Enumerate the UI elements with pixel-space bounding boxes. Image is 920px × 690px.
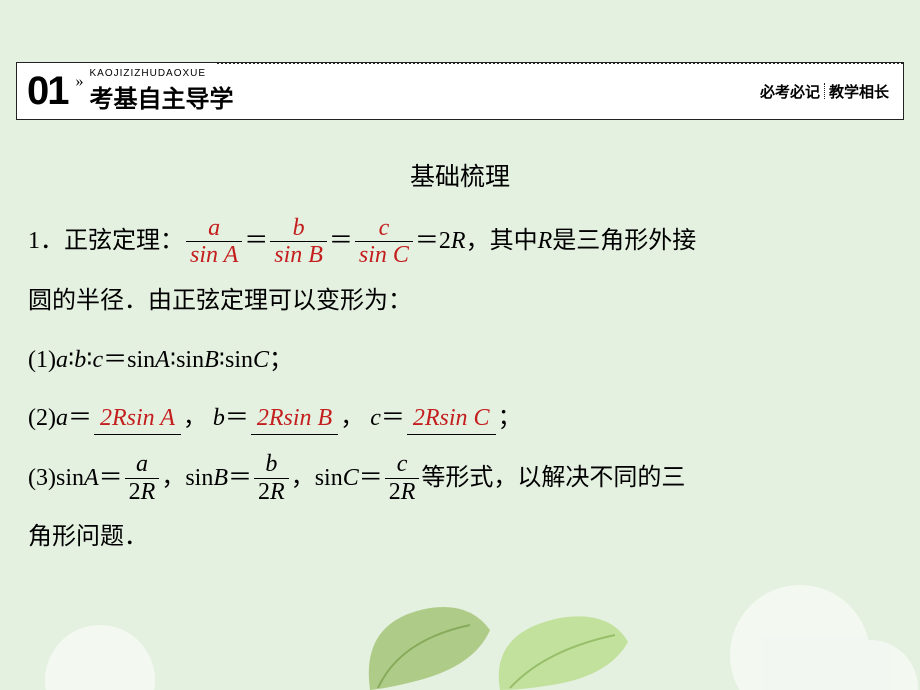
- eq-sign: ＝: [329, 215, 353, 268]
- frac-a-sina: a sin A: [186, 215, 242, 269]
- theorem-line-1: 1．正弦定理： a sin A ＝ b sin B ＝ c sin C ＝2R，…: [28, 215, 892, 269]
- var-r: R: [451, 215, 466, 268]
- eq: ＝: [228, 452, 252, 505]
- eq: ＝: [68, 392, 92, 445]
- eq: ＝: [225, 392, 249, 445]
- header-tag-b: 教学相长: [829, 81, 889, 102]
- header-dotted-rule: [217, 62, 903, 64]
- frac-c-sinc: c sin C: [355, 215, 413, 269]
- text: ，其中: [466, 215, 538, 268]
- colon-text: ∶sin: [170, 334, 204, 387]
- frac-den: 2R: [254, 479, 289, 505]
- var-big-b: B: [213, 452, 228, 505]
- var-r: R: [538, 215, 553, 268]
- comma: ，: [340, 392, 364, 445]
- frac-den: sin B: [270, 242, 327, 268]
- comma-text: ，sin: [291, 452, 343, 505]
- section-number: 01: [27, 69, 68, 114]
- item-1: (1)a∶b∶c＝sin A∶sin B∶sin C；: [28, 334, 892, 387]
- var-a: a: [56, 392, 68, 445]
- prefix: (1): [28, 334, 56, 387]
- frac-b-sinb: b sin B: [270, 215, 327, 269]
- frac-num: c: [393, 451, 412, 477]
- var-a: a: [56, 334, 68, 387]
- item-3-line-1: (3)sin A＝ a 2R ，sin B＝ b 2R ，sin C＝ c 2R…: [28, 451, 892, 505]
- eq: ＝: [359, 452, 383, 505]
- frac-num: c: [375, 215, 394, 241]
- item-3-line-2: 角形问题．: [28, 511, 892, 564]
- eq-sign: ＝: [244, 215, 268, 268]
- prefix: (3)sin: [28, 452, 84, 505]
- var-c: c: [92, 334, 103, 387]
- header-divider: [824, 83, 825, 99]
- var-big-b: B: [204, 334, 219, 387]
- colon-text: ∶sin: [219, 334, 253, 387]
- var-big-a: A: [84, 452, 99, 505]
- item-2: (2)a＝2Rsin A， b＝2Rsin B， c＝2Rsin C；: [28, 392, 892, 445]
- eq: ＝: [381, 392, 405, 445]
- frac-den: sin A: [186, 242, 242, 268]
- header-pinyin: KAOJIZIZHUDAOXUE: [90, 68, 760, 79]
- end: ；: [269, 334, 293, 387]
- text: 圆的半径．由正弦定理可以变形为：: [28, 275, 412, 328]
- frac-num: b: [289, 215, 309, 241]
- header-tag-a: 必考必记: [760, 81, 820, 102]
- chevron-right-icon: »: [76, 73, 84, 91]
- theorem-line-2: 圆的半径．由正弦定理可以变形为：: [28, 275, 892, 328]
- frac-den: sin C: [355, 242, 413, 268]
- content-area: 基础梳理 1．正弦定理： a sin A ＝ b sin B ＝ c sin C…: [28, 150, 892, 570]
- end: ；: [498, 392, 522, 445]
- tail-text: 等形式，以解决不同的三: [421, 452, 685, 505]
- text: 角形问题．: [28, 511, 148, 564]
- text: 是三角形外接: [552, 215, 696, 268]
- frac-a-2r: a 2R: [125, 451, 160, 505]
- frac-den: 2R: [385, 479, 420, 505]
- var-big-c: C: [253, 334, 269, 387]
- eq: ＝: [99, 452, 123, 505]
- var-big-a: A: [155, 334, 170, 387]
- header-title: 考基自主导学: [90, 79, 760, 114]
- comma: ，: [183, 392, 207, 445]
- frac-num: a: [204, 215, 224, 241]
- text: ＝2: [415, 215, 451, 268]
- header-title-group: KAOJIZIZHUDAOXUE 考基自主导学: [90, 68, 760, 114]
- blank-b: 2Rsin B: [251, 403, 338, 435]
- prefix: (2): [28, 392, 56, 445]
- frac-c-2r: c 2R: [385, 451, 420, 505]
- eq-text: ＝sin: [103, 334, 155, 387]
- var-b: b: [213, 392, 225, 445]
- var-big-c: C: [343, 452, 359, 505]
- comma-text: ，sin: [161, 452, 213, 505]
- frac-num: b: [261, 451, 281, 477]
- blank-a: 2Rsin A: [94, 403, 181, 435]
- blank-c: 2Rsin C: [407, 403, 496, 435]
- header-right-labels: 必考必记 教学相长: [760, 81, 889, 102]
- var-b: b: [74, 334, 86, 387]
- frac-num: a: [132, 451, 152, 477]
- section-header: 01 » KAOJIZIZHUDAOXUE 考基自主导学 必考必记 教学相长: [16, 62, 904, 120]
- leaf-decoration-icon: [0, 560, 920, 690]
- var-c: c: [370, 392, 381, 445]
- frac-den: 2R: [125, 479, 160, 505]
- content-section-title: 基础梳理: [28, 150, 892, 205]
- frac-b-2r: b 2R: [254, 451, 289, 505]
- theorem-label: 1．正弦定理：: [28, 215, 184, 268]
